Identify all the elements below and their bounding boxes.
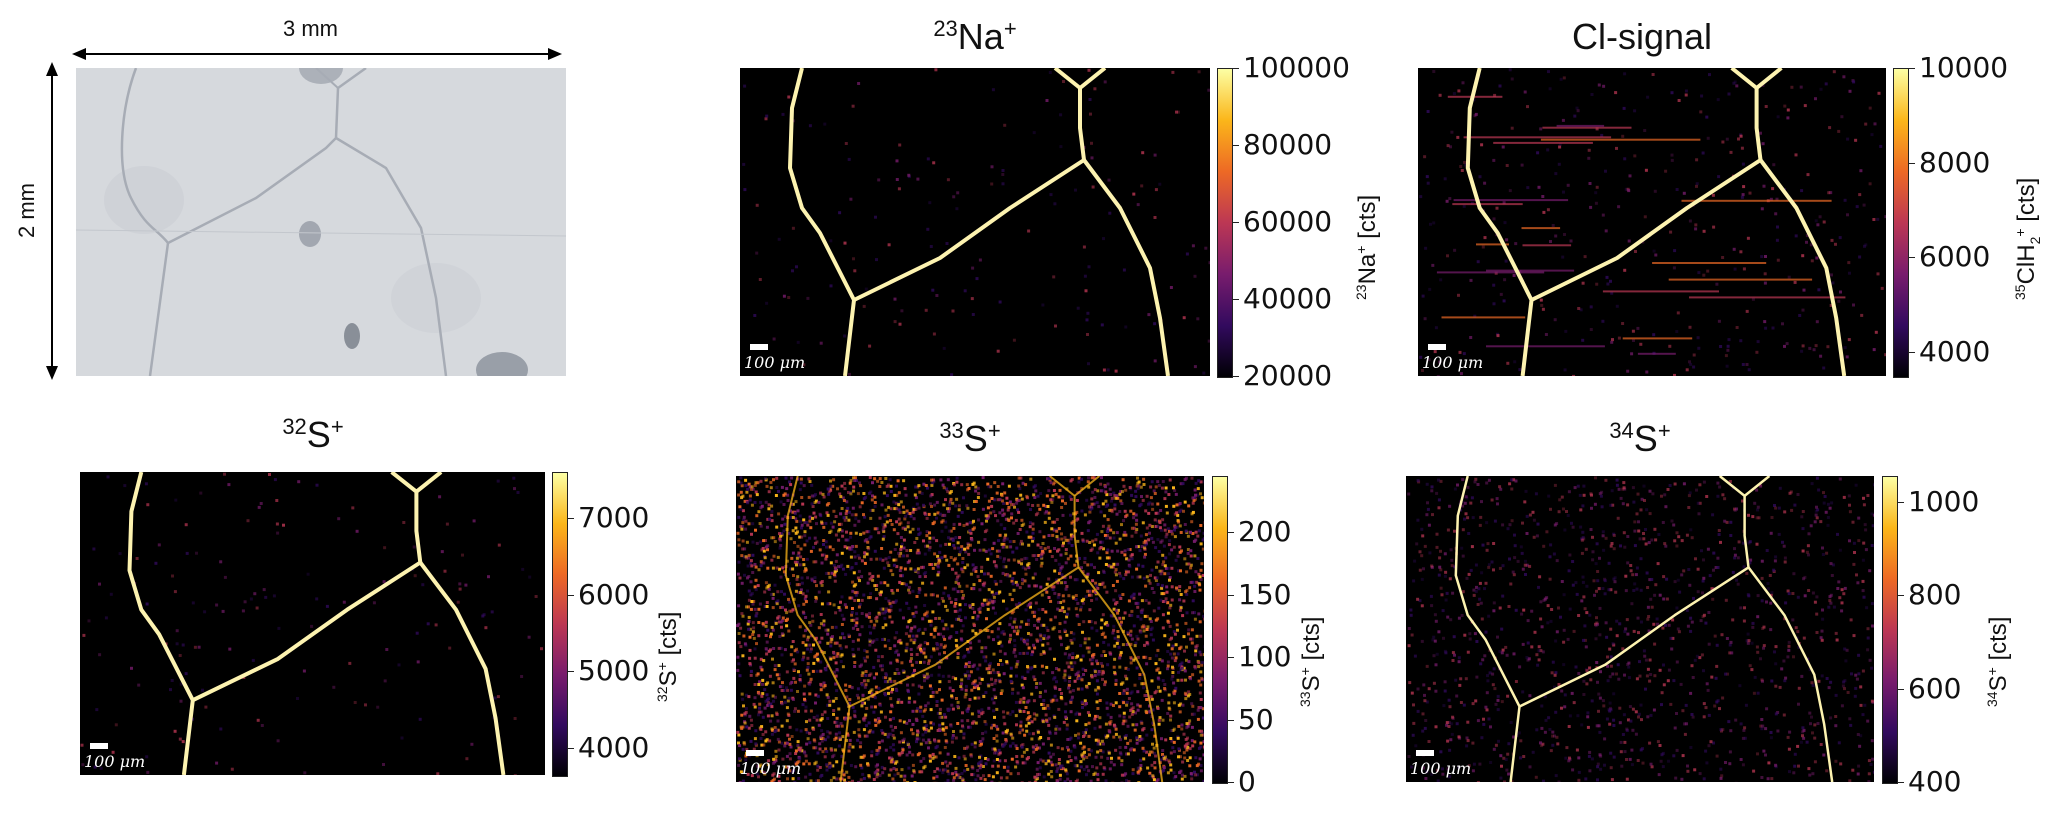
colorbar-tick-mark	[1228, 782, 1234, 783]
colorbar-tick-mark	[1909, 68, 1915, 69]
colorbar-tick-mark	[1233, 299, 1239, 300]
colorbar-tick-label: 5000	[578, 654, 650, 688]
scale-bar-label: 100 μm	[740, 759, 802, 778]
s32-colorbar-label: 32S+ [cts]	[654, 611, 682, 702]
scale-bar	[1428, 344, 1446, 350]
colorbar-tick-mark	[1228, 657, 1234, 658]
colorbar-tick-label: 0	[1238, 765, 1256, 798]
colorbar-tick-label: 60000	[1243, 205, 1333, 238]
height-dimension-label: 2 mm	[14, 183, 39, 238]
scale-bar-label: 100 μm	[84, 752, 146, 771]
scale-bar	[90, 743, 108, 749]
colorbar-tick-label: 200	[1238, 515, 1292, 548]
colorbar-tick-label: 600	[1908, 671, 1962, 705]
scale-bar-label: 100 μm	[744, 353, 806, 372]
s33-colorbar-label: 33S+ [cts]	[1297, 616, 1325, 707]
colorbar-tick-mark	[1228, 594, 1234, 596]
colorbar-tick-label: 40000	[1243, 282, 1333, 315]
colorbar-tick-label: 4000	[578, 731, 650, 764]
colorbar-tick-mark	[568, 671, 574, 673]
scale-bar	[1416, 750, 1434, 756]
s33-panel-title: 33S+	[939, 418, 1001, 459]
s33-colorbar	[1212, 476, 1228, 784]
colorbar-tick-mark	[1898, 782, 1904, 783]
colorbar-tick-mark	[1233, 145, 1239, 146]
optical-micrograph	[76, 68, 566, 376]
colorbar-tick-mark	[1228, 719, 1234, 721]
colorbar-tick-mark	[1909, 257, 1915, 259]
colorbar-tick-label: 400	[1908, 765, 1962, 798]
s34-colorbar	[1882, 476, 1898, 784]
s34-colorbar-label: 34S+ [cts]	[1984, 616, 2012, 707]
colorbar-tick-label: 50	[1238, 702, 1274, 736]
scale-bar-label: 100 μm	[1422, 353, 1484, 372]
colorbar-tick-label: 10000	[1919, 51, 2009, 84]
colorbar-tick-label: 7000	[578, 501, 650, 534]
colorbar-tick-mark	[1233, 222, 1239, 223]
s34-ion-image: 100 μm	[1406, 476, 1874, 782]
colorbar-tick-label: 100000	[1243, 51, 1350, 84]
colorbar-tick-label: 4000	[1919, 335, 1991, 368]
colorbar-tick-label: 20000	[1243, 359, 1333, 392]
colorbar-tick-mark	[568, 594, 574, 596]
s32-panel-title: 32S+	[282, 414, 344, 455]
colorbar-tick-label: 800	[1908, 578, 1962, 612]
scale-bar-label: 100 μm	[1410, 759, 1472, 778]
colorbar-tick-mark	[1228, 532, 1234, 533]
cl-colorbar-label: 35ClH2+ [cts]	[2012, 177, 2043, 300]
s33-ion-image: 100 μm	[736, 476, 1204, 782]
optical-panel: 3 mm 2 mm	[0, 0, 580, 390]
colorbar-tick-label: 1000	[1908, 485, 1980, 518]
s32-ion-image: 100 μm	[80, 472, 545, 775]
scale-bar	[750, 344, 768, 350]
na23-colorbar	[1217, 68, 1233, 378]
colorbar-tick-mark	[568, 518, 574, 519]
colorbar-tick-mark	[1233, 376, 1239, 377]
colorbar-tick-label: 6000	[578, 577, 650, 611]
colorbar-tick-label: 6000	[1919, 240, 1991, 274]
s32-colorbar	[552, 472, 568, 777]
width-dimension-label: 3 mm	[283, 16, 338, 41]
colorbar-tick-mark	[1909, 352, 1915, 353]
scale-bar	[746, 750, 764, 756]
na23-panel-title: 23Na+	[933, 16, 1017, 57]
height-dimension-arrow	[46, 62, 58, 380]
colorbar-tick-mark	[1898, 688, 1904, 690]
s34-panel-title: 34S+	[1609, 418, 1671, 459]
colorbar-tick-mark	[1898, 502, 1904, 503]
na23-colorbar-label: 23Na+ [cts]	[1353, 194, 1381, 300]
colorbar-tick-label: 150	[1238, 577, 1292, 611]
cl-panel-title: Cl-signal	[1571, 16, 1713, 57]
colorbar-tick-mark	[568, 748, 574, 749]
cl-colorbar	[1893, 68, 1909, 378]
cl-ion-image: 100 μm	[1418, 68, 1886, 376]
colorbar-tick-mark	[1898, 595, 1904, 597]
colorbar-tick-label: 80000	[1243, 128, 1333, 161]
na23-ion-image: 100 μm	[740, 68, 1210, 376]
colorbar-tick-mark	[1233, 68, 1239, 69]
colorbar-tick-label: 100	[1238, 640, 1292, 673]
width-dimension-arrow	[72, 48, 562, 60]
colorbar-tick-label: 8000	[1919, 145, 1991, 179]
colorbar-tick-mark	[1909, 162, 1915, 164]
